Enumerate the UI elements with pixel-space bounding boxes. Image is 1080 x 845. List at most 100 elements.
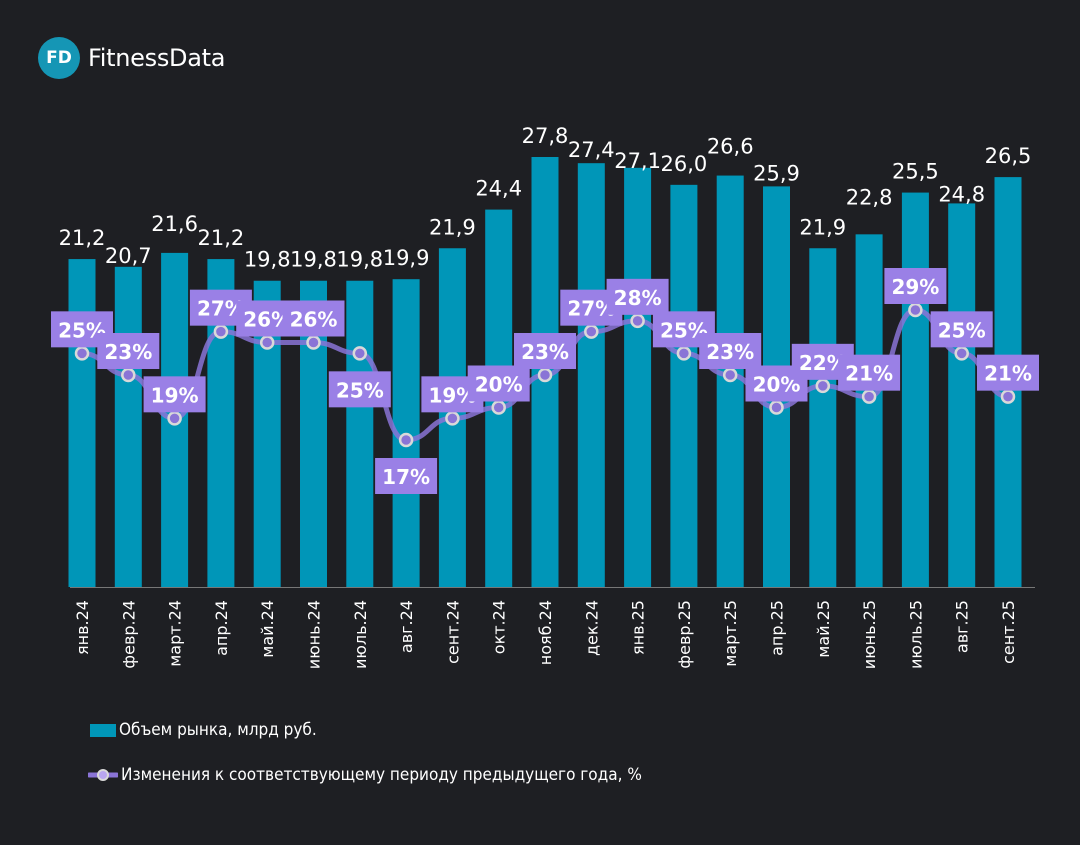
x-tick-label: янв.24 <box>73 600 92 655</box>
line-marker <box>954 346 969 361</box>
bar-value-label: 27,4 <box>568 138 615 162</box>
bar-value-label: 25,9 <box>753 161 800 185</box>
line-value-label: 20% <box>467 365 530 402</box>
bar-value-label: 19,8 <box>336 248 383 272</box>
svg-text:23%: 23% <box>521 340 569 364</box>
legend-bar: Объем рынка, млрд руб. <box>90 720 317 740</box>
svg-text:19%: 19% <box>151 383 199 407</box>
line-marker <box>815 378 831 394</box>
line-marker <box>259 335 275 350</box>
svg-text:21%: 21% <box>845 362 893 386</box>
bar-value-label: 19,9 <box>383 246 430 270</box>
bar-value-label: 21,6 <box>151 212 198 236</box>
bar <box>948 203 976 587</box>
x-tick-label: авг.24 <box>397 600 416 653</box>
svg-text:23%: 23% <box>104 340 152 364</box>
legend-line-label: Изменения к соответствующему периоду пре… <box>121 765 642 785</box>
bar <box>670 184 698 587</box>
bar <box>901 192 929 587</box>
x-tick-label: апр.25 <box>768 600 787 656</box>
bar-value-label: 26,5 <box>985 144 1032 168</box>
line-marker <box>352 346 368 361</box>
x-tick-label: июнь.25 <box>860 600 879 669</box>
x-tick-label: февр.24 <box>119 600 138 669</box>
line-marker <box>167 411 182 426</box>
brand-logo: FD FitnessData <box>38 37 225 79</box>
bar-value-label: 22,8 <box>846 185 893 209</box>
line-value-labels: 25%23%19%27%26%26%25%17%19%20%23%27%28%2… <box>51 268 1039 494</box>
line-value-label: 23% <box>514 333 576 369</box>
bar <box>346 280 374 587</box>
line-marker <box>537 367 553 383</box>
x-tick-label: май.25 <box>814 600 833 658</box>
legend-bar-label: Объем рынка, млрд руб. <box>119 720 317 740</box>
line-marker <box>861 389 877 404</box>
legend-line-swatch-icon <box>88 769 118 781</box>
line-value-label: 25% <box>328 371 391 408</box>
line-markers <box>74 302 1016 448</box>
x-tick-label: дек.24 <box>582 600 601 656</box>
line-value-label: 23% <box>97 333 160 369</box>
line-marker <box>630 313 645 329</box>
x-tick-label: март.25 <box>721 600 740 667</box>
bar-value-label: 21,9 <box>799 215 846 239</box>
x-tick-label: сент.24 <box>443 600 462 664</box>
bar-value-label: 20,7 <box>105 244 152 268</box>
line-marker <box>908 302 923 318</box>
svg-text:23%: 23% <box>706 340 754 364</box>
x-tick-label: июль.24 <box>351 600 370 669</box>
x-tick-label: авг.25 <box>953 600 972 653</box>
svg-text:21%: 21% <box>984 362 1032 386</box>
bar <box>577 163 605 587</box>
bar-value-label: 21,2 <box>198 226 245 250</box>
line-marker <box>445 411 460 426</box>
x-tick-label: янв.25 <box>629 600 648 655</box>
svg-text:25%: 25% <box>938 318 986 342</box>
line-marker <box>491 400 506 415</box>
line-value-label: 25% <box>930 311 993 348</box>
line-marker <box>769 400 784 415</box>
logo-icon: FD <box>38 37 80 79</box>
line-value-label: 28% <box>606 278 669 315</box>
svg-text:20%: 20% <box>475 373 523 397</box>
bar <box>809 248 837 588</box>
bar-value-label: 26,0 <box>661 152 708 176</box>
line-marker <box>1000 389 1016 404</box>
x-tick-label: окт.24 <box>490 600 509 654</box>
legend-bar-swatch <box>90 723 116 737</box>
line-marker <box>676 346 692 361</box>
line-value-label: 19% <box>143 376 206 413</box>
x-tick-label: март.24 <box>166 600 185 667</box>
line-marker <box>722 367 738 383</box>
line-value-label: 17% <box>375 458 438 494</box>
line-value-label: 23% <box>699 333 762 369</box>
bar <box>68 259 96 587</box>
x-tick-label: июнь.24 <box>305 600 324 669</box>
bar-value-labels: 21,220,721,621,219,8 19,8 19,8 19,921,924,4… <box>59 124 1032 272</box>
x-tick-label: февр.25 <box>675 600 694 669</box>
line-value-label: 29% <box>884 268 947 304</box>
bar-value-label: 21,2 <box>59 226 106 250</box>
svg-text:17%: 17% <box>382 465 430 489</box>
line-marker <box>584 324 599 339</box>
bar <box>855 234 883 587</box>
line-marker <box>306 335 321 350</box>
bar-value-label: 26,6 <box>707 135 754 159</box>
svg-text:25%: 25% <box>336 378 384 402</box>
line-value-label: 26% <box>282 300 345 337</box>
line-value-label: 21% <box>977 354 1039 391</box>
svg-text:28%: 28% <box>614 286 662 310</box>
x-tick-label: нояб.24 <box>536 600 555 665</box>
x-tick-labels: янв.24 февр.24 март.24 апр.24 май.24 июнь.24 и… <box>73 600 1018 669</box>
bar-value-label: 25,5 <box>892 160 939 184</box>
x-tick-label: апр.24 <box>212 600 231 656</box>
bar-value-label: 24,4 <box>475 177 522 201</box>
bar <box>624 167 652 587</box>
line-marker <box>74 346 90 361</box>
x-tick-label: сент.25 <box>999 600 1018 664</box>
bar-value-label: 19,8 <box>290 248 337 272</box>
bar-value-label: 27,8 <box>522 124 569 148</box>
bar-value-label: 21,9 <box>429 215 476 239</box>
x-tick-label: май.24 <box>258 600 277 658</box>
